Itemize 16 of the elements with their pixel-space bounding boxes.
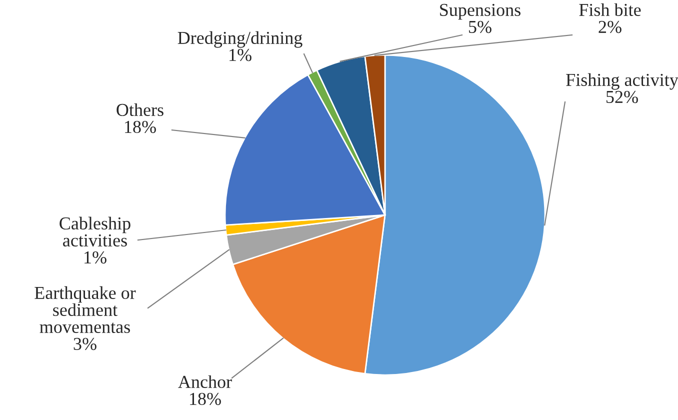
data-label: 5% (469, 20, 492, 34)
slice-label: Anchor (178, 375, 232, 388)
data-label: 18% (190, 392, 221, 406)
data-label: 3% (74, 338, 96, 350)
data-label: 18% (125, 120, 156, 134)
slice-label: Cableship activities (60, 216, 130, 247)
slice-label: Fish bite (579, 3, 641, 16)
slice-label: Others (116, 103, 164, 116)
data-label: 1% (230, 48, 252, 62)
data-label: 2% (598, 20, 622, 34)
slice-label: Fishing activity (566, 73, 678, 90)
data-label: 52% (606, 90, 638, 104)
slice-label: Dredging/drining (178, 31, 302, 48)
data-label: 1% (84, 251, 106, 264)
slice-label: Supensions (440, 4, 520, 20)
slice-label: Earthquake or sediment movementas (34, 286, 136, 334)
